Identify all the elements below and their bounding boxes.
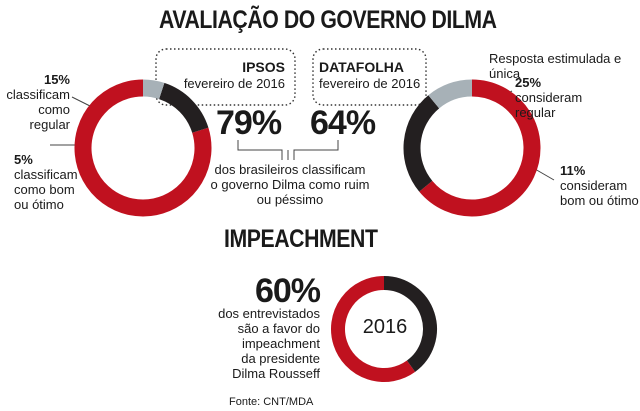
- ipsos-bom-pct: 5%: [14, 152, 33, 167]
- datafolha-headline: 64%: [310, 104, 376, 142]
- impeachment-text: dos entrevistados são a favor do impeach…: [190, 306, 320, 381]
- datafolha-name: DATAFOLHA: [319, 59, 405, 75]
- impeachment-line5: Dilma Rousseff: [232, 366, 320, 381]
- impeachment-line3: impeachment: [241, 336, 320, 351]
- ipsos-bom-line3: ou ótimo: [14, 197, 64, 212]
- impeachment-line4: da presidente: [241, 351, 320, 366]
- bracket-ipsos: [237, 140, 283, 160]
- bracket-datafolha: [293, 140, 339, 160]
- middle-text: dos brasileiros classificam o governo Di…: [205, 162, 375, 207]
- impeachment-center-year: 2016: [362, 316, 408, 338]
- impeachment-line2: são a favor do: [237, 321, 320, 336]
- ipsos-name: IPSOS: [242, 59, 285, 75]
- donut-2-slice-1: [383, 276, 437, 372]
- ipsos-bom-line2: como bom: [14, 182, 75, 197]
- datafolha-bom-pct: 11%: [560, 163, 586, 178]
- ipsos-regular-label: 15% classificam como regular: [0, 72, 70, 132]
- middle-text-line3: ou péssimo: [256, 192, 324, 207]
- ipsos-headline: 79%: [216, 104, 282, 142]
- impeachment-title: IMPEACHMENT: [224, 225, 378, 253]
- response-note: Resposta estimulada e única: [489, 51, 622, 81]
- donut-0-slice-2: [142, 79, 165, 100]
- donut-1-slice-2: [428, 79, 473, 109]
- datafolha-regular-pct: 25%: [515, 75, 542, 90]
- ipsos-bom-label: 5% classificam como bom ou ótimo: [14, 152, 78, 212]
- source-note: Fonte: CNT/MDA: [229, 396, 314, 408]
- ipsos-regular-line2: como regular: [29, 102, 70, 132]
- middle-text-line1: dos brasileiros classificam: [214, 162, 366, 177]
- impeachment-headline: 60%: [254, 272, 321, 310]
- donut-0-slice-1: [158, 82, 209, 134]
- datafolha-regular-line1: consideram: [515, 90, 583, 105]
- datafolha-date: fevereiro de 2016: [319, 76, 421, 91]
- ipsos-callout-box: [155, 48, 296, 106]
- page-title: AVALIAÇÃO DO GOVERNO DILMA: [159, 6, 497, 34]
- ipsos-regular-line1: classificam: [6, 87, 70, 102]
- datafolha-bom-label: 11% consideram bom ou ótimo: [560, 163, 639, 208]
- donut-ipsos: [74, 79, 212, 217]
- datafolha-regular-line2: regular: [515, 105, 556, 120]
- ipsos-bom-line1: classificam: [14, 167, 78, 182]
- donut-1-slice-1: [403, 95, 440, 192]
- datafolha-bom-line1: consideram: [560, 178, 628, 193]
- donut-1-slice-0: [419, 79, 541, 217]
- middle-text-line2: o governo Dilma como ruim: [210, 177, 370, 192]
- ipsos-regular-pct: 15%: [43, 72, 70, 87]
- donut-datafolha: [403, 79, 541, 217]
- datafolha-bom-line2: bom ou ótimo: [560, 193, 639, 208]
- donut-2-slice-0: [331, 276, 416, 382]
- impeachment-line1: dos entrevistados: [218, 306, 320, 321]
- datafolha-regular-label: 25% consideram regular: [515, 75, 582, 120]
- donut-0-slice-0: [74, 79, 212, 217]
- donut-impeachment: [331, 276, 437, 382]
- ipsos-date: fevereiro de 2016: [183, 76, 285, 91]
